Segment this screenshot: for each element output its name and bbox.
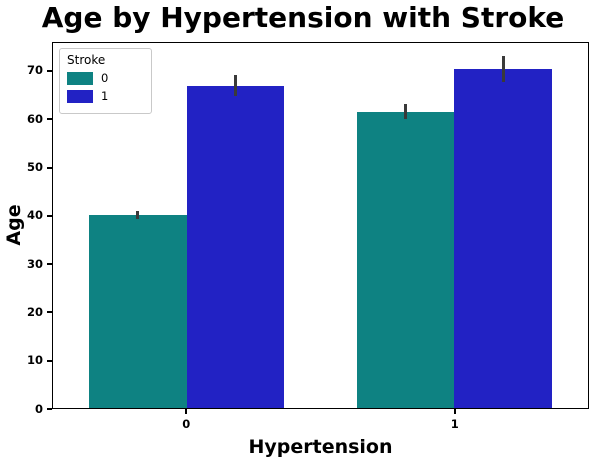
legend-item-stroke-1: 1 bbox=[67, 89, 139, 103]
y-tick-label: 70 bbox=[26, 63, 43, 78]
y-tick-mark bbox=[47, 166, 52, 169]
y-tick-label: 0 bbox=[34, 401, 43, 416]
legend-item-label: 0 bbox=[101, 71, 109, 85]
legend-item-label: 1 bbox=[101, 89, 109, 103]
y-tick-label: 20 bbox=[26, 304, 43, 319]
y-axis: 0 10 20 30 40 50 60 70 bbox=[0, 42, 52, 414]
legend-swatch bbox=[67, 71, 93, 85]
y-tick-mark bbox=[47, 69, 52, 72]
bar-hypertension-0-stroke-1 bbox=[186, 86, 285, 408]
y-tick-mark bbox=[47, 408, 52, 410]
bar-hypertension-1-stroke-1 bbox=[454, 68, 552, 408]
bar-hypertension-1-stroke-0 bbox=[356, 111, 455, 408]
y-tick-mark bbox=[47, 359, 52, 362]
y-tick-mark bbox=[47, 263, 52, 266]
y-tick-label: 50 bbox=[26, 159, 43, 174]
y-tick-label: 10 bbox=[26, 352, 43, 367]
error-bar-hypertension-1-stroke-0 bbox=[403, 104, 407, 119]
y-tick-mark bbox=[47, 214, 52, 217]
y-tick-mark bbox=[47, 118, 52, 121]
error-bar-hypertension-1-stroke-1 bbox=[501, 55, 505, 82]
bar-hypertension-0-stroke-0 bbox=[89, 214, 187, 408]
legend-swatch bbox=[67, 89, 93, 103]
x-tick-mark bbox=[185, 409, 188, 414]
chart-title: Age by Hypertension with Stroke bbox=[41, 1, 565, 34]
error-bar-hypertension-0-stroke-0 bbox=[136, 210, 140, 220]
x-tick-label: 0 bbox=[182, 417, 191, 431]
error-bar-hypertension-0-stroke-1 bbox=[234, 74, 238, 97]
y-tick-label: 40 bbox=[26, 208, 43, 223]
y-tick-mark bbox=[47, 311, 52, 314]
x-tick-label: 1 bbox=[450, 417, 459, 431]
legend-item-stroke-0: 0 bbox=[67, 71, 139, 85]
x-axis-label: Hypertension bbox=[248, 436, 393, 458]
y-tick-label: 60 bbox=[26, 111, 43, 126]
legend-title: Stroke bbox=[67, 53, 106, 67]
y-tick-label: 30 bbox=[26, 256, 43, 271]
x-tick-mark bbox=[453, 409, 456, 414]
